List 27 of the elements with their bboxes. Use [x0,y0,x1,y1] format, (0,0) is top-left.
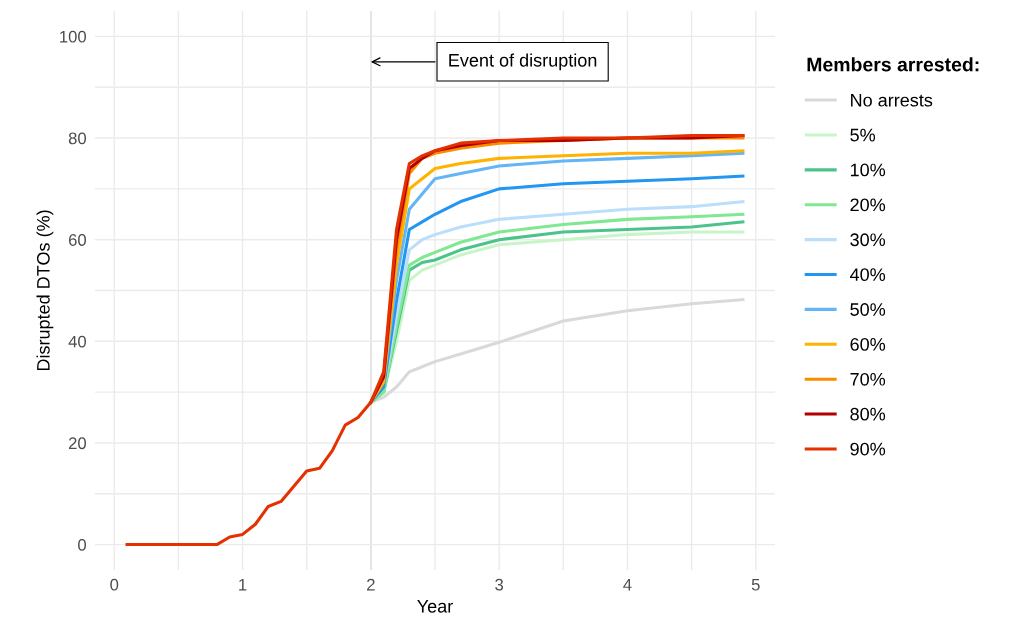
y-axis-title: Disrupted DTOs (%) [36,210,54,371]
legend-label: 30% [850,233,886,247]
legend-label: 40% [850,268,886,282]
legend-label: 60% [850,338,886,351]
legend-label: 90% [850,442,886,456]
x-tick-label: 1 [239,578,247,591]
legend-title: Members arrested: [807,57,979,72]
annotation: Event of disruption [449,53,597,71]
y-tick-label: 100 [60,30,87,43]
y-tick-label: 80 [68,132,87,145]
legend-label: 10% [850,163,886,177]
legend-label: 70% [850,372,886,386]
y-tick-label: 0 [78,538,87,551]
legend-label: 5% [850,128,876,142]
x-tick-label: 2 [367,578,375,591]
x-tick-label: 4 [623,578,632,591]
legend-label: 50% [850,303,886,316]
x-tick-label: 5 [751,578,760,591]
y-tick-label: 40 [68,335,87,348]
x-tick-label: 3 [495,578,504,591]
y-tick-label: 60 [68,234,87,246]
legend-label: 20% [850,198,886,212]
legend-label: No arrests [851,93,933,107]
legend-label: 80% [850,407,886,421]
x-axis-title: Year [417,600,453,613]
x-tick-label: 0 [110,578,119,591]
y-tick-label: 20 [68,437,87,450]
